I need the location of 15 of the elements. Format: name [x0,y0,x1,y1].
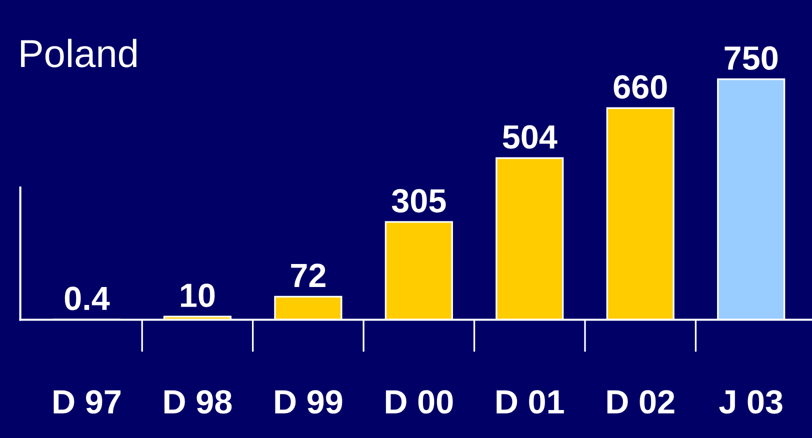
data-label: 305 [392,188,446,213]
data-label: 10 [181,284,215,308]
data-label: 660 [614,75,667,99]
data-label: 0.4 [64,286,110,310]
data-label: 72 [291,264,326,287]
x-tick-label: J 03 [719,390,782,414]
x-tick-label: D 97 [54,390,120,414]
x-tick-label: D 98 [164,390,232,414]
x-tick-label: D 99 [275,390,342,414]
data-label: 750 [724,46,778,70]
x-tick-label: D 02 [607,390,674,414]
chart-title: Poland [21,38,136,68]
x-tick-label: D 00 [386,390,453,414]
x-tick-label: D 01 [496,390,564,414]
data-label: 504 [502,125,558,149]
